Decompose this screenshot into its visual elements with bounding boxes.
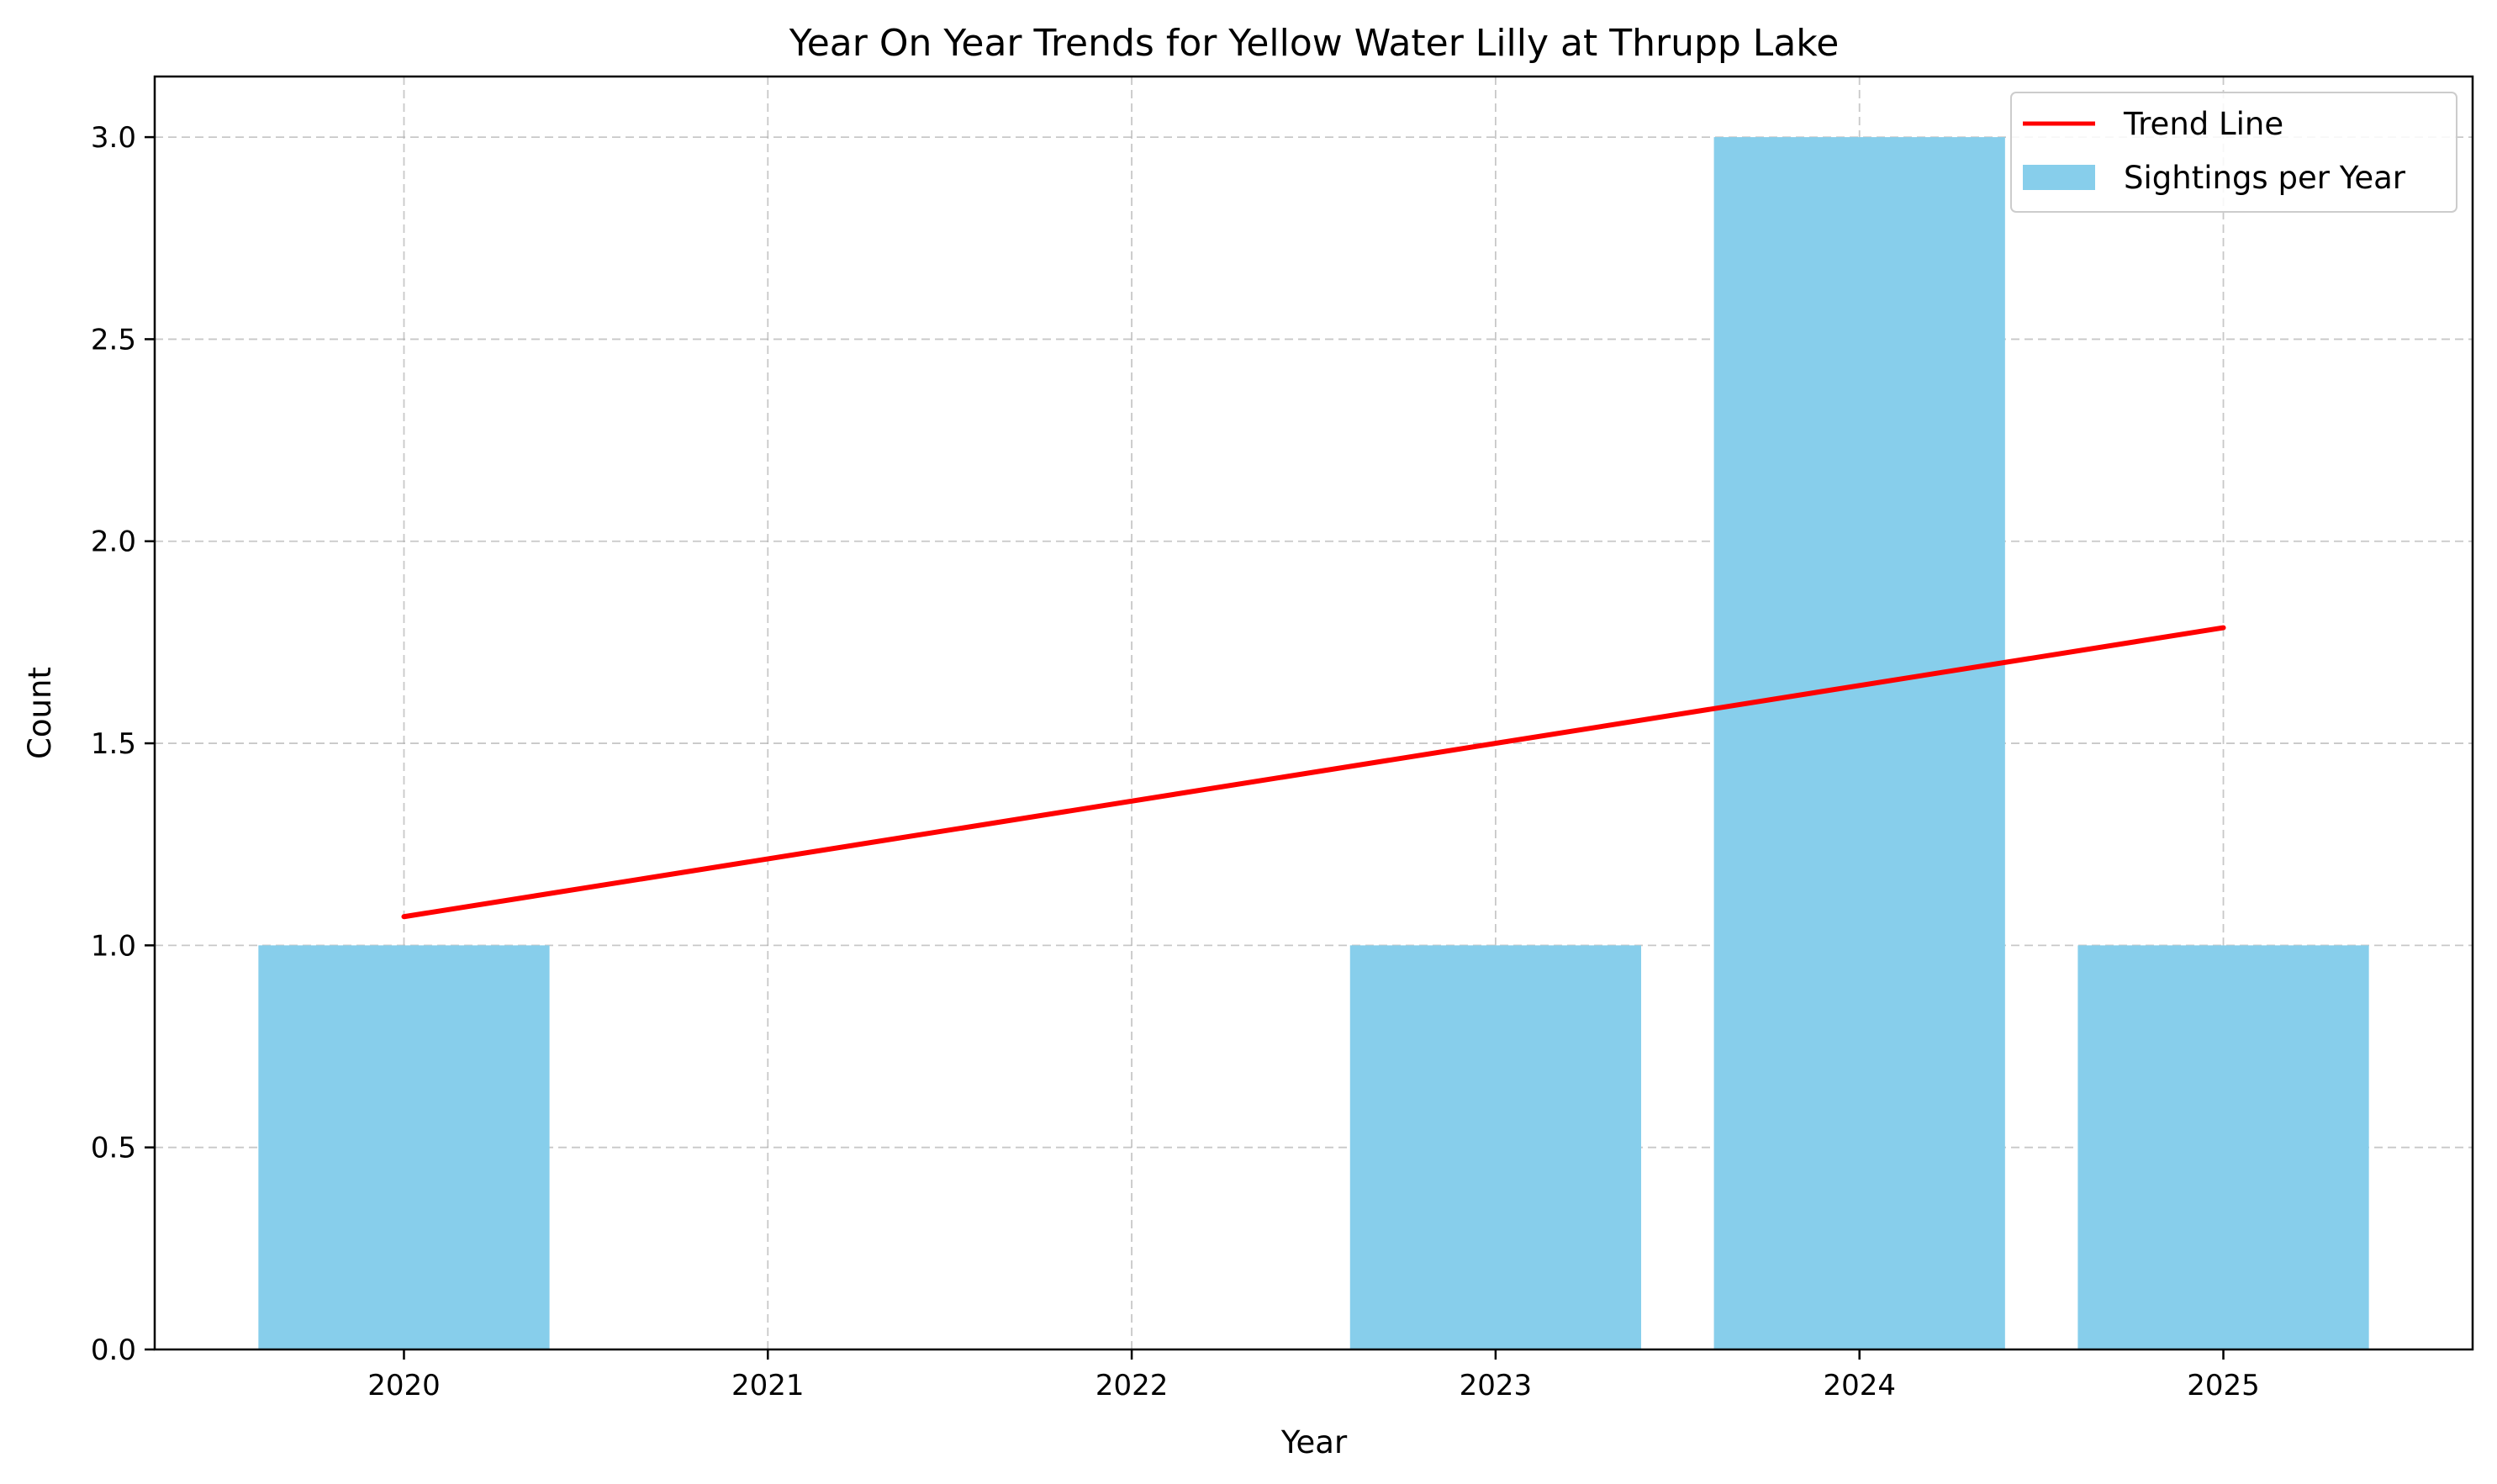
- x-tick-label: 2024: [1823, 1369, 1896, 1402]
- bar-2020: [258, 945, 550, 1349]
- bar-2025: [2077, 945, 2369, 1349]
- x-axis-title: Year: [1280, 1424, 1348, 1460]
- trend-line: [401, 625, 2226, 920]
- x-tick-label: 2023: [1460, 1369, 1533, 1402]
- plot-area-frame: [153, 75, 2474, 1351]
- bar-series: [258, 137, 2369, 1350]
- x-tick-label: 2020: [367, 1369, 441, 1402]
- legend-sightings-swatch: [2023, 165, 2095, 190]
- legend-frame: [2010, 92, 2457, 213]
- chart-title: Year On Year Trends for Yellow Water Lil…: [789, 22, 1840, 65]
- bar-2024: [1713, 137, 2005, 1350]
- y-tick-label: 1.5: [91, 727, 136, 761]
- x-axis: 2020 2021 2022 2023 2024 2025: [367, 1349, 2260, 1402]
- x-tick-label: 2025: [2187, 1369, 2260, 1402]
- legend-sightings-label: Sightings per Year: [2124, 160, 2406, 196]
- y-tick-label: 1.0: [91, 929, 136, 963]
- x-tick-label: 2022: [1095, 1369, 1169, 1402]
- trend-line-series: [401, 625, 2226, 920]
- y-tick-label: 0.0: [91, 1333, 136, 1367]
- legend-trend-line-label: Trend Line: [2123, 106, 2283, 142]
- x-tick-label: 2021: [731, 1369, 805, 1402]
- y-tick-label: 3.0: [91, 121, 136, 155]
- y-tick-label: 2.5: [91, 323, 136, 356]
- legend: Trend Line Sightings per Year: [2010, 92, 2457, 213]
- y-axis-title: Count: [22, 667, 58, 759]
- y-tick-label: 0.5: [91, 1132, 136, 1165]
- y-axis: 0.0 0.5 1.0 1.5 2.0 2.5 3.0: [91, 121, 155, 1367]
- bar-2023: [1349, 945, 1642, 1349]
- y-tick-label: 2.0: [91, 525, 136, 559]
